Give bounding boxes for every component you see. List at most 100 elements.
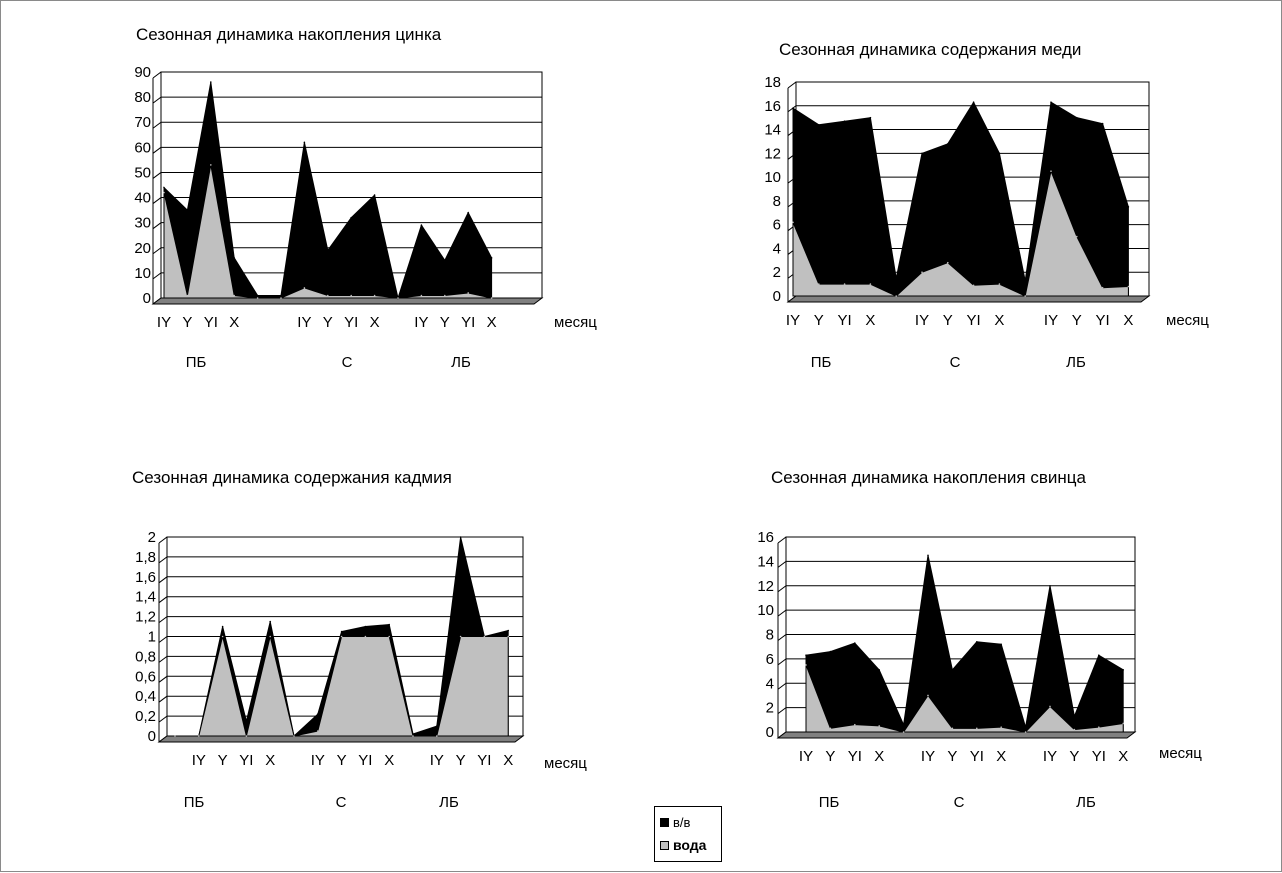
- y-tick-label: 18: [764, 74, 781, 91]
- data-point: [1049, 705, 1051, 708]
- data-point: [976, 727, 978, 730]
- data-point: [805, 664, 807, 666]
- data-point: [1101, 286, 1104, 289]
- data-point: [1024, 731, 1027, 733]
- data-point: [340, 630, 343, 633]
- data-point: [317, 730, 319, 732]
- x-tick-label: Y: [1072, 312, 1082, 329]
- data-point: [1073, 715, 1076, 717]
- chart-title: Сезонная динамика накопления свинца: [771, 468, 1086, 487]
- y-tick-label: 8: [773, 193, 781, 210]
- y-tick-label: 14: [764, 122, 781, 139]
- y-tick-label: 2: [773, 264, 781, 281]
- y-tick-label: 16: [764, 98, 781, 115]
- x-tick-label: Y: [337, 752, 347, 769]
- x-tick-label: X: [1118, 748, 1128, 765]
- x-tick-label: X: [503, 752, 513, 769]
- data-point: [388, 623, 391, 626]
- chart-2: Сезонная динамика содержания меди 0 2 4 6 8 10…: [764, 40, 1209, 371]
- gridline-depth: [158, 616, 168, 623]
- y-tick-label: 80: [134, 89, 151, 106]
- data-point: [1000, 643, 1002, 646]
- gridline-depth: [158, 636, 168, 643]
- y-tick-label: 4: [773, 240, 781, 257]
- x-tick-label: IY: [414, 314, 428, 331]
- data-point: [947, 143, 949, 145]
- data-point: [490, 257, 493, 259]
- data-point: [303, 287, 306, 289]
- data-point: [1024, 295, 1026, 297]
- gridline-depth: [777, 707, 787, 715]
- data-point: [921, 152, 923, 155]
- y-tick-label: 30: [134, 215, 151, 232]
- y-tick-label: 8: [766, 627, 774, 644]
- legend: в/в вода: [654, 806, 722, 862]
- x-tick-label: X: [874, 748, 884, 765]
- data-point: [1076, 116, 1078, 119]
- x-tick-label: Y: [182, 314, 192, 331]
- legend-item-vv: в/в: [660, 815, 690, 830]
- data-point: [269, 635, 272, 638]
- x-tick-label: IY: [311, 752, 325, 769]
- x-tick-label: Y: [440, 314, 450, 331]
- data-point: [869, 283, 872, 285]
- data-point: [327, 294, 329, 297]
- x-tick-label: X: [994, 312, 1004, 329]
- data-point: [245, 720, 248, 722]
- gridline-depth: [152, 197, 162, 204]
- data-point: [507, 629, 510, 632]
- data-point: [843, 283, 846, 285]
- x-tick-label: YI: [967, 312, 981, 329]
- data-point: [507, 635, 510, 638]
- area-series-2: [175, 636, 509, 737]
- x-tick-label: Y: [218, 752, 228, 769]
- chart-1: Сезонная динамика накопления цинка 0 10 20 3…: [134, 25, 597, 371]
- data-point: [1098, 654, 1100, 657]
- area-series-1: [805, 555, 1124, 733]
- data-point: [233, 294, 235, 297]
- data-point: [269, 620, 272, 623]
- gridline-depth: [787, 81, 797, 89]
- data-point: [818, 283, 820, 285]
- gridline-depth: [152, 71, 162, 79]
- group-label: С: [950, 354, 961, 371]
- data-point: [1122, 669, 1124, 671]
- data-point: [210, 164, 212, 166]
- data-point: [1050, 101, 1052, 104]
- data-point: [210, 81, 212, 83]
- x-tick-label: YI: [358, 752, 372, 769]
- data-point: [364, 625, 367, 628]
- data-point: [1098, 726, 1100, 728]
- x-tick-label: X: [229, 314, 239, 331]
- data-point: [895, 277, 897, 279]
- chart-title: Сезонная динамика содержания меди: [779, 40, 1081, 59]
- chart-title: Сезонная динамика содержания кадмия: [132, 468, 452, 487]
- data-point: [927, 554, 929, 557]
- data-point: [221, 625, 224, 628]
- group-label: ПБ: [184, 794, 205, 811]
- gridline-depth: [158, 556, 168, 564]
- data-point: [233, 257, 235, 259]
- legend-swatch-vv: [660, 818, 669, 827]
- data-point: [792, 107, 794, 109]
- y-tick-label: 6: [766, 651, 774, 668]
- data-point: [280, 297, 282, 299]
- gridline-depth: [158, 715, 168, 723]
- group-label: С: [954, 794, 965, 811]
- gridline-depth: [152, 272, 162, 280]
- y-tick-label: 10: [764, 169, 781, 186]
- x-tick-label: YI: [344, 314, 358, 331]
- data-point: [902, 723, 905, 726]
- data-point: [976, 641, 978, 643]
- data-point: [843, 120, 846, 123]
- data-point: [436, 725, 438, 727]
- y-tick-label: 4: [766, 675, 774, 692]
- data-point: [303, 141, 306, 144]
- data-point: [256, 294, 259, 297]
- gridline-depth: [158, 656, 168, 663]
- data-point: [1127, 285, 1130, 288]
- data-point: [1050, 170, 1052, 172]
- x-tick-label: YI: [461, 314, 475, 331]
- data-point: [350, 216, 353, 219]
